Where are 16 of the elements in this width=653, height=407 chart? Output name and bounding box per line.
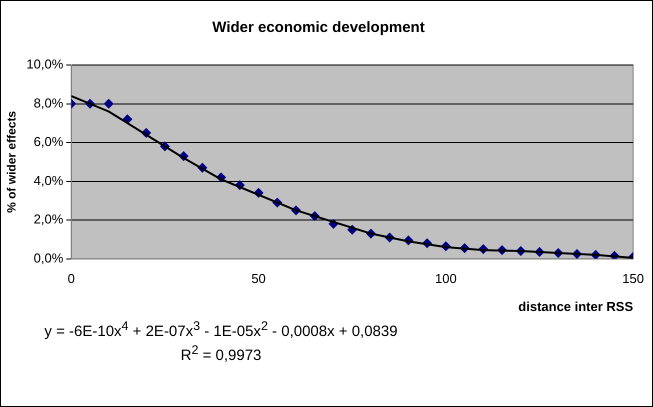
text: y = -6E-10x$^{4}$ + 2E-07x$^{3}$ - 1E-05x$^{2}$ - 0,0008x + 0,0839 bbox=[43, 318, 399, 341]
text: R$^{2}$ = 0,9973 bbox=[180, 342, 262, 365]
point bbox=[104, 98, 114, 109]
y-tick-label: 10,0% bbox=[26, 56, 64, 72]
x-tick-label: 0 bbox=[68, 271, 75, 286]
chart-title: Wider economic development bbox=[212, 19, 425, 36]
x-tick-label: 100 bbox=[435, 271, 457, 286]
y-tick-label: 6,0% bbox=[34, 134, 64, 150]
x-axis-title: distance inter RSS bbox=[518, 298, 634, 314]
y-tick-label: 2,0% bbox=[34, 212, 64, 227]
x-tick-label: 50 bbox=[251, 271, 266, 286]
y-tick-label: 8,0% bbox=[34, 95, 64, 110]
y-tick-label: 4,0% bbox=[34, 172, 64, 188]
y-tick-label: 0,0% bbox=[34, 250, 64, 266]
y-axis-title: % of wider effects bbox=[4, 110, 19, 213]
x-tick-label: 150 bbox=[622, 271, 644, 286]
